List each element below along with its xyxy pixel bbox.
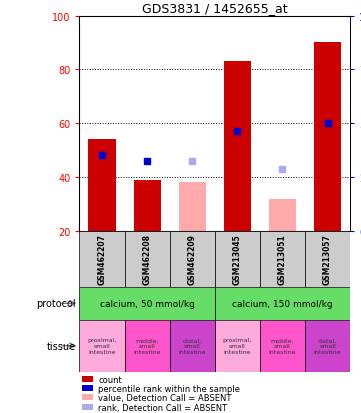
Text: GSM462209: GSM462209 [188,234,197,285]
Bar [305,320,350,372]
Text: calcium, 50 mmol/kg: calcium, 50 mmol/kg [100,299,195,308]
Bar [79,231,125,287]
Bar [179,183,206,231]
Text: GSM462207: GSM462207 [97,234,106,285]
Text: GSM462208: GSM462208 [143,234,152,285]
Bar [125,231,170,287]
Text: proximal,
small
intestine: proximal, small intestine [223,337,252,354]
Bar [260,320,305,372]
Text: middle,
small
intestine: middle, small intestine [133,337,161,354]
Bar [260,231,305,287]
Text: tissue: tissue [47,341,76,351]
Bar [269,199,296,231]
Bar [215,231,260,287]
Bar [215,320,260,372]
Bar [88,140,116,231]
Text: distal,
small
intestine: distal, small intestine [178,337,206,354]
Text: rank, Detection Call = ABSENT: rank, Detection Call = ABSENT [98,403,227,412]
Title: GDS3831 / 1452655_at: GDS3831 / 1452655_at [142,2,288,15]
Bar [79,287,215,320]
Text: proximal,
small
intestine: proximal, small intestine [87,337,117,354]
Text: protocol: protocol [36,299,76,309]
Text: count: count [98,375,122,384]
Text: distal,
small
intestine: distal, small intestine [314,337,342,354]
Bar [314,43,341,231]
Bar [305,231,350,287]
Text: GSM213045: GSM213045 [233,234,242,285]
Bar [79,320,125,372]
Bar [170,231,215,287]
Text: calcium, 150 mmol/kg: calcium, 150 mmol/kg [232,299,333,308]
Text: value, Detection Call = ABSENT: value, Detection Call = ABSENT [98,393,232,402]
Bar [82,404,93,411]
Text: GSM213051: GSM213051 [278,234,287,285]
Bar [82,394,93,401]
Text: percentile rank within the sample: percentile rank within the sample [98,384,240,393]
Bar [134,180,161,231]
Bar [215,287,350,320]
Bar [82,385,93,392]
Bar [170,320,215,372]
Bar [224,62,251,231]
Text: GSM213057: GSM213057 [323,234,332,285]
Bar [82,376,93,382]
Bar [125,320,170,372]
Text: middle,
small
intestine: middle, small intestine [269,337,296,354]
